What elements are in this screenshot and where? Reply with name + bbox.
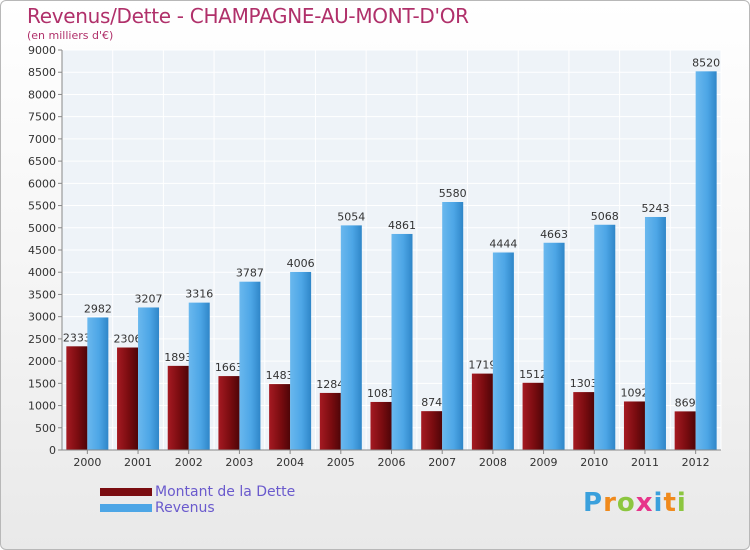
bar-revenue [695,71,717,450]
bar-revenue [492,252,514,450]
y-tick-label: 7500 [28,111,56,124]
bar-debt [674,411,696,450]
value-label-revenue: 3207 [135,292,163,305]
value-label-debt: 2333 [63,331,91,344]
value-label-debt: 2306 [114,333,142,346]
bar-debt [319,392,341,450]
legend-label-revenue: Revenus [155,500,215,516]
x-tick-label: 2006 [378,456,406,469]
bar-debt [522,382,544,450]
bar-revenue [239,281,261,450]
proxiti-logo: Proxiti [583,488,687,518]
y-tick-label: 2500 [28,333,56,346]
bar-revenue [138,307,160,450]
bar-revenue [340,225,362,450]
value-label-debt: 1081 [367,387,395,400]
bar-revenue [594,224,616,450]
value-label-debt: 1719 [468,359,496,372]
y-tick-label: 9000 [28,44,56,57]
bar-debt [623,401,645,450]
value-label-revenue: 3787 [236,267,264,280]
x-tick-label: 2003 [225,456,253,469]
bar-revenue [87,317,109,450]
y-tick-label: 6000 [28,177,56,190]
bar-debt [421,411,443,450]
bar-debt [167,365,189,450]
legend-label-debt: Montant de la Dette [155,484,296,500]
bar-revenue [188,302,210,450]
y-tick-label: 6500 [28,155,56,168]
chart-title: Revenus/Dette - CHAMPAGNE-AU-MONT-D'OR [27,4,469,28]
value-label-revenue: 3316 [185,288,213,301]
bar-debt [471,373,493,450]
y-tick-label: 7000 [28,133,56,146]
y-tick-label: 3000 [28,311,56,324]
y-tick-label: 8000 [28,88,56,101]
y-tick-label: 5000 [28,222,56,235]
value-label-revenue: 4006 [287,257,315,270]
x-tick-label: 2008 [479,456,507,469]
bar-debt [66,346,88,450]
value-label-debt: 1663 [215,361,243,374]
y-tick-label: 2000 [28,355,56,368]
value-label-debt: 1284 [316,378,344,391]
legend-swatch-revenue [100,504,152,512]
y-tick-label: 4500 [28,244,56,257]
legend-swatch-debt [100,488,152,496]
y-tick-label: 500 [35,422,56,435]
value-label-revenue: 5580 [439,187,467,200]
value-label-revenue: 4444 [489,237,517,250]
y-tick-label: 4000 [28,266,56,279]
x-tick-label: 2010 [580,456,608,469]
bar-debt [117,347,139,450]
y-tick-label: 3500 [28,288,56,301]
x-tick-label: 2009 [530,456,558,469]
x-tick-label: 2012 [682,456,710,469]
x-tick-label: 2011 [631,456,659,469]
value-label-debt: 1092 [620,386,648,399]
value-label-debt: 1483 [266,369,294,382]
bar-debt [218,376,240,450]
x-tick-label: 2007 [428,456,456,469]
y-tick-label: 0 [49,444,56,457]
y-tick-label: 1000 [28,400,56,413]
bar-revenue [290,271,312,450]
value-label-revenue: 5243 [641,202,669,215]
bar-debt [269,384,291,450]
value-label-revenue: 4663 [540,228,568,241]
x-tick-label: 2004 [276,456,304,469]
value-label-revenue: 2982 [84,302,112,315]
chart-subtitle: (en milliers d'€) [27,29,114,42]
value-label-debt: 869 [675,396,696,409]
x-tick-label: 2000 [73,456,101,469]
bar-revenue [391,233,413,450]
value-label-debt: 1512 [519,368,547,381]
value-label-revenue: 8520 [692,56,720,69]
x-tick-label: 2001 [124,456,152,469]
y-tick-label: 5500 [28,200,56,213]
value-label-debt: 1303 [570,377,598,390]
x-tick-label: 2005 [327,456,355,469]
value-label-debt: 874 [421,396,442,409]
bar-revenue [442,202,464,450]
y-tick-label: 1500 [28,377,56,390]
value-label-revenue: 5054 [337,210,365,223]
x-tick-label: 2002 [175,456,203,469]
value-label-revenue: 4861 [388,219,416,232]
bar-debt [370,401,392,450]
value-label-debt: 1893 [164,351,192,364]
value-label-revenue: 5068 [591,210,619,223]
bar-debt [573,392,595,450]
y-tick-label: 8500 [28,66,56,79]
bar-revenue [644,216,666,450]
bar-revenue [543,242,565,450]
